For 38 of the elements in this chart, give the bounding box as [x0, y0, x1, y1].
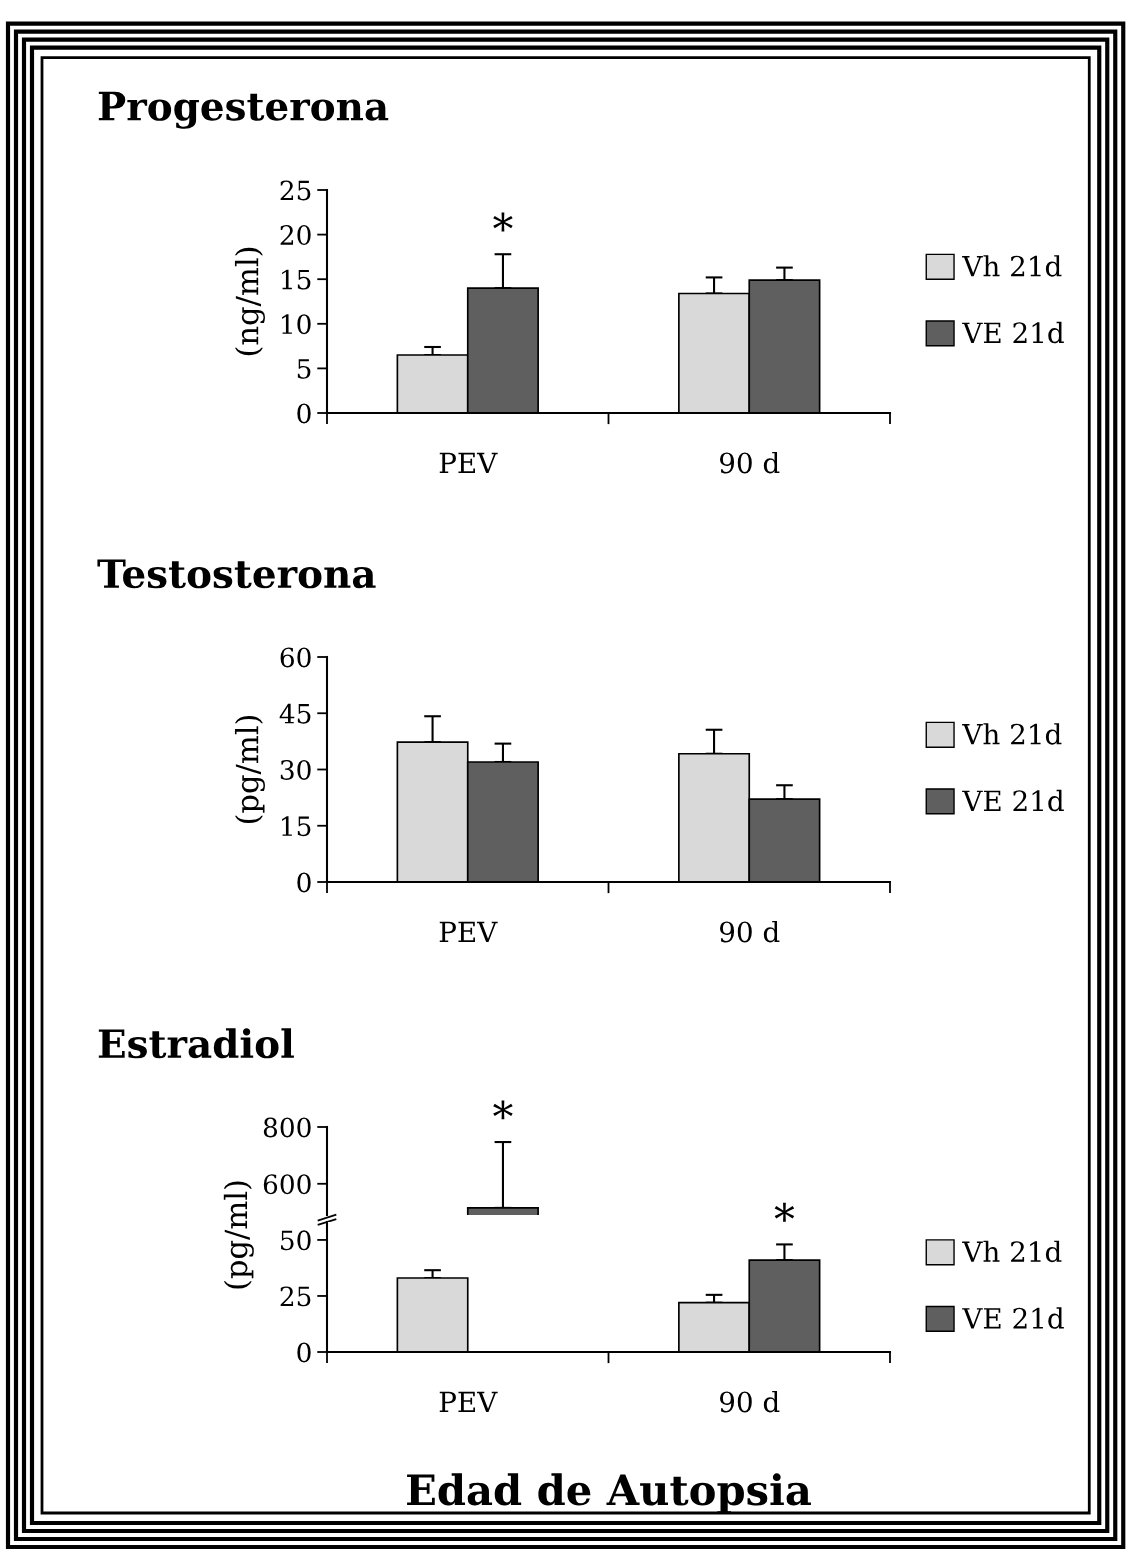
y-tick-label: 10: [282, 314, 311, 335]
y-tick-label: 30: [280, 759, 311, 780]
y-tick-label: 25: [280, 180, 311, 201]
legend-label: Vh 21d: [962, 1240, 1062, 1263]
y-tick-label: 0: [297, 1342, 311, 1363]
y-tick-label: 800: [263, 1117, 311, 1138]
legend-label: VE 21d: [962, 321, 1064, 344]
y-tick-label: 50: [281, 1230, 311, 1251]
x-tick-label: 90 d: [720, 920, 780, 943]
chart-title: Testosterona: [97, 559, 376, 589]
annotation: *: [774, 1202, 795, 1222]
annotation: *: [493, 1100, 513, 1120]
x-tick-label: PEV: [439, 921, 498, 942]
y-tick-label: 0: [297, 872, 311, 893]
legend-label: Vh 21d: [962, 723, 1062, 745]
legend-label: VE 21d: [962, 789, 1064, 812]
y-tick-label: 45: [279, 703, 311, 724]
y-tick-label: 0: [297, 403, 311, 424]
y-tick-label: 25: [280, 1286, 311, 1307]
x-axis-title: Edad de Autopsia: [407, 1473, 811, 1514]
x-tick-label: 90 d: [720, 1390, 780, 1413]
y-axis-title: (ng/ml): [234, 247, 265, 356]
y-tick-label: 15: [282, 816, 311, 837]
legend-label: VE 21d: [962, 1307, 1064, 1329]
annotation: *: [493, 212, 513, 232]
y-tick-label: 60: [280, 647, 311, 668]
y-axis-title: (pg/ml): [223, 1181, 254, 1289]
y-tick-label: 600: [263, 1174, 311, 1195]
chart-title: Progesterona: [98, 91, 389, 129]
chart-title: Estradiol: [98, 1028, 294, 1059]
y-tick-label: 5: [297, 359, 311, 379]
y-tick-label: 20: [280, 225, 311, 245]
x-tick-label: 90 d: [720, 451, 780, 474]
y-axis-title: (pg/ml): [234, 715, 265, 824]
x-tick-label: PEV: [439, 452, 498, 473]
x-tick-label: PEV: [439, 1391, 498, 1412]
legend-label: Vh 21d: [962, 255, 1062, 277]
y-tick-label: 15: [282, 269, 311, 290]
